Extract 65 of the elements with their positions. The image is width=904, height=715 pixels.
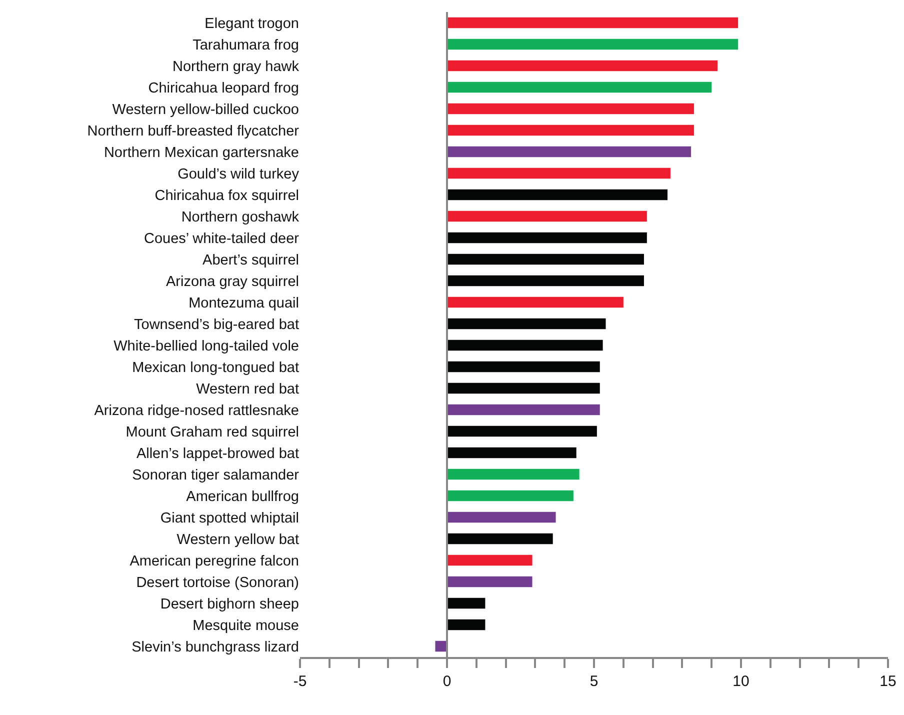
y-tick-label: Chiricahua fox squirrel (154, 188, 299, 204)
bar (447, 512, 556, 523)
y-tick-label: Allen’s lappet-browed bat (136, 446, 299, 462)
y-tick-label: Mesquite mouse (192, 618, 299, 634)
bar (447, 382, 600, 394)
y-tick-label: Arizona ridge-nosed rattlesnake (94, 402, 299, 419)
x-tick-label: 10 (732, 673, 750, 690)
bar (447, 576, 532, 588)
y-tick-label: Mount Graham red squirrel (126, 424, 299, 440)
bar (447, 38, 738, 50)
y-tick-label: Western yellow bat (176, 532, 299, 548)
y-tick-label: Elegant trogon (204, 16, 299, 32)
y-tick-label: Mexican long-tongued bat (132, 360, 299, 376)
bar (435, 640, 447, 652)
y-tick-label: Northern buff-breasted flycatcher (87, 123, 300, 140)
y-tick-label: White-bellied long-tailed vole (114, 338, 299, 354)
y-tick-label: Northern Mexican gartersnake (104, 144, 299, 161)
x-tick-label: 0 (442, 673, 452, 690)
y-tick-label: Montezuma quail (188, 295, 299, 312)
y-tick-label: Western red bat (196, 381, 299, 398)
bar (447, 361, 600, 372)
y-tick-label: Coues’ white-tailed deer (144, 230, 300, 247)
bar (447, 82, 712, 93)
bar (447, 447, 576, 458)
y-tick-label: Chiricahua leopard frog (148, 80, 299, 96)
bar (447, 490, 574, 502)
bar (447, 210, 647, 222)
bar (447, 60, 718, 72)
y-tick-label: Abert’s squirrel (202, 252, 299, 268)
bar (447, 426, 597, 437)
bar (447, 619, 486, 630)
bar (447, 296, 624, 308)
bar (447, 17, 738, 28)
bar (447, 275, 644, 286)
y-tick-label: Western yellow-billed cuckoo (112, 102, 299, 118)
bar (447, 533, 553, 544)
bar (447, 232, 647, 244)
y-tick-label: Arizona gray squirrel (166, 274, 299, 290)
y-tick-label: Desert tortoise (Sonoran) (136, 574, 299, 591)
bar (447, 318, 606, 330)
bar (447, 404, 600, 416)
y-tick-label: Gould’s wild turkey (178, 166, 300, 182)
bar (447, 340, 603, 351)
bar (447, 189, 668, 200)
y-tick-label: Desert bighorn sheep (160, 596, 299, 612)
y-tick-label: Giant spotted whiptail (160, 510, 299, 526)
x-tick-label: 15 (880, 673, 896, 690)
y-tick-label: Tarahumara frog (192, 37, 299, 54)
x-tick-label: -5 (293, 673, 307, 690)
bar (447, 554, 532, 566)
bar (447, 468, 580, 480)
bar (447, 168, 670, 179)
y-tick-label: Northern goshawk (181, 209, 300, 226)
bar (447, 103, 694, 114)
bar (447, 146, 692, 158)
y-tick-label: Townsend’s big-eared bat (134, 316, 299, 333)
y-tick-label: Sonoran tiger salamander (132, 467, 300, 484)
bar (447, 254, 644, 265)
y-tick-label: American peregrine falcon (130, 553, 299, 570)
y-tick-label: Slevin’s bunchgrass lizard (132, 639, 299, 656)
y-tick-label: American bullfrog (186, 488, 299, 505)
x-tick-label: 5 (590, 673, 598, 690)
y-tick-label: Northern gray hawk (172, 58, 300, 75)
bar (447, 598, 486, 609)
bar (447, 124, 694, 136)
